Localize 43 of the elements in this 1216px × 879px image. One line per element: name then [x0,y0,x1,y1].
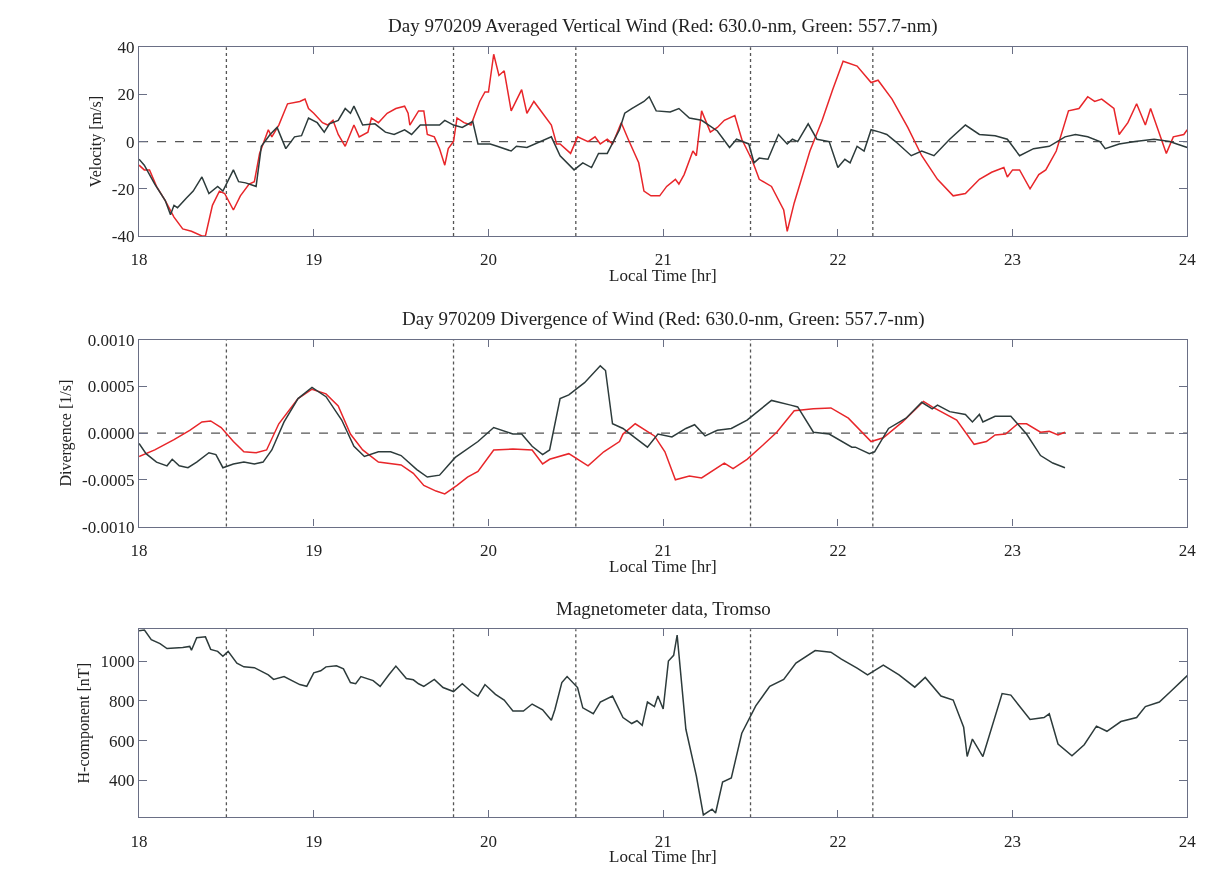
x-tick-label: 19 [305,541,323,561]
x-tick-label: 23 [1004,250,1022,270]
y-tick-label: -0.0010 [82,517,135,537]
y-axis-title: Velocity [m/s] [86,96,105,188]
x-tick-label: 24 [1178,250,1197,270]
chart-title: Magnetometer data, Tromso [556,598,771,619]
y-tick-label: 600 [109,731,135,751]
x-tick-label: 22 [829,541,847,561]
line-series [139,95,1188,216]
x-tick-label: 20 [479,541,497,561]
chart-title: Day 970209 Averaged Vertical Wind (Red: 630.0-nm, Green: 557.7-nm) [388,15,938,37]
y-tick-label: 40 [117,38,135,58]
x-tick-label: 18 [130,831,148,851]
x-tick-label: 22 [829,831,847,851]
y-tick-label: 0.0000 [87,424,135,444]
y-tick-label: 400 [109,771,135,791]
x-tick-label: 20 [479,250,497,270]
x-tick-label: 18 [130,250,148,270]
x-tick-label: 24 [1178,541,1197,561]
line-series [139,388,1066,495]
y-tick-label: 1000 [100,652,135,672]
y-tick-label: 0.0010 [87,330,135,350]
y-tick-label: 20 [117,85,135,105]
y-tick-label: -20 [111,179,135,199]
y-tick-label: 0.0005 [87,377,135,397]
x-tick-label: 19 [305,831,323,851]
y-axis-title: Divergence [1/s] [57,379,76,487]
x-tick-label: 20 [479,831,497,851]
x-tick-label: 23 [1004,541,1022,561]
x-tick-label: 24 [1178,831,1197,851]
y-tick-label: -0.0005 [82,470,135,490]
x-tick-label: 22 [829,250,847,270]
line-series [139,365,1066,478]
x-tick-label: 23 [1004,831,1022,851]
x-tick-label: 18 [130,541,148,561]
y-tick-label: 0 [126,132,135,152]
x-tick-label: 19 [305,250,323,270]
y-tick-label: -40 [111,226,135,246]
line-series [139,53,1188,236]
line-series [139,629,1188,816]
chart-title: Day 970209 Divergence of Wind (Red: 630.0-nm, Green: 557.7-nm) [402,308,925,330]
y-axis-title: H-component [nT] [75,663,94,784]
y-tick-label: 800 [109,691,135,711]
